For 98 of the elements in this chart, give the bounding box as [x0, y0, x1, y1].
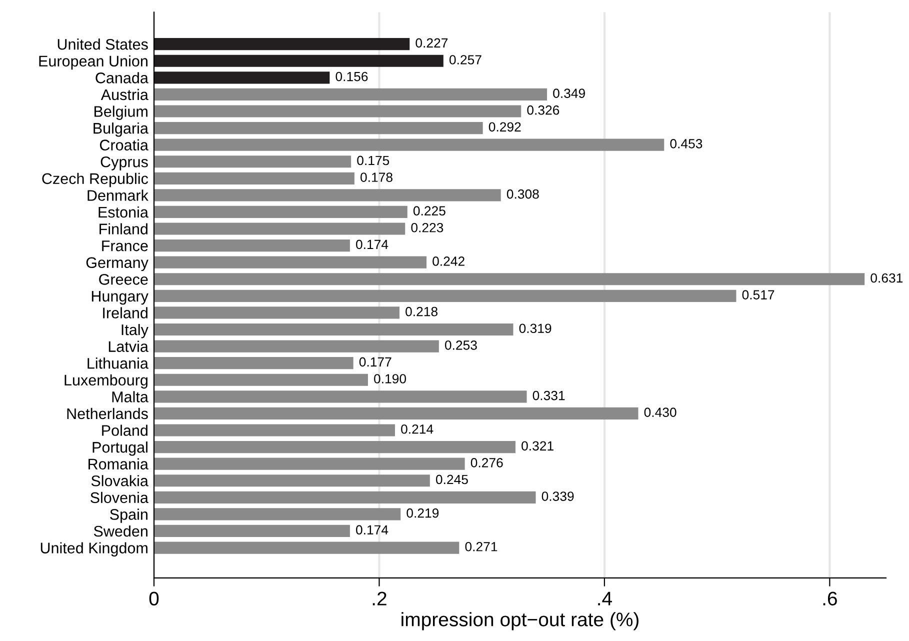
data-label: 0.308 [506, 189, 539, 199]
y-tick-label: United States [58, 38, 148, 50]
x-axis-title: impression opt−out rate (%) [402, 612, 638, 630]
y-tick-label: Luxembourg [64, 374, 148, 389]
data-label: 0.174 [356, 525, 388, 535]
y-tick-label: Bulgaria [94, 122, 148, 137]
data-label: 0.214 [401, 424, 434, 434]
bar [154, 206, 408, 218]
bar [154, 458, 465, 470]
y-tick-label: Netherlands [67, 408, 148, 420]
data-label: 0.175 [357, 156, 390, 166]
y-tick-label: Latvia [108, 340, 148, 352]
x-tick-label: 0 [149, 592, 159, 606]
y-tick-label: Italy [122, 324, 148, 338]
y-tick-label: Finland [100, 223, 148, 234]
bar [154, 491, 536, 504]
bar [154, 424, 395, 436]
bar [154, 105, 522, 118]
bar [154, 88, 548, 100]
bar [154, 273, 865, 286]
bar [154, 72, 330, 84]
data-label: 0.292 [488, 122, 521, 132]
y-tick-label: Austria [100, 88, 148, 100]
data-label: 0.225 [413, 206, 446, 216]
bar [154, 38, 410, 50]
data-label: 0.331 [532, 390, 565, 400]
y-tick-label: Lithuania [88, 358, 148, 369]
bar [154, 474, 430, 487]
y-tick-label: France [102, 240, 148, 252]
y-tick-label: Slovenia [90, 492, 148, 504]
data-label: 0.517 [742, 290, 774, 300]
y-tick-label: Germany [86, 257, 148, 272]
y-tick-label: Canada [96, 72, 148, 84]
y-tick-label: Ireland [103, 307, 148, 318]
data-label: 0.177 [359, 357, 392, 367]
bar [154, 256, 427, 268]
y-tick-label: Sweden [94, 525, 148, 537]
y-tick-label: European Union [39, 55, 148, 70]
x-tick-label: .4 [598, 592, 612, 606]
y-tick-label: United Kingdom [40, 542, 148, 556]
x-tick-label: .6 [823, 592, 837, 606]
bar [154, 390, 527, 403]
data-label: 0.253 [444, 340, 477, 350]
bar [154, 542, 460, 554]
y-tick-label: Slovakia [91, 475, 148, 486]
y-tick-label: Romania [88, 458, 148, 470]
data-label: 0.178 [360, 172, 392, 182]
bar [154, 189, 501, 202]
bar [154, 340, 439, 352]
data-label: 0.339 [542, 492, 574, 501]
y-tick-label: Hungary [92, 290, 148, 305]
bar [154, 524, 350, 538]
data-label: 0.190 [374, 374, 406, 384]
bar [154, 138, 664, 151]
bar [154, 508, 401, 520]
bar [154, 172, 354, 184]
data-label: 0.156 [336, 72, 368, 82]
x-tick-label: .2 [372, 592, 386, 606]
y-tick-label: Czech Republic [42, 172, 148, 188]
y-tick-label: Poland [102, 424, 148, 436]
bar [154, 156, 352, 168]
y-tick-label: Spain [110, 508, 148, 523]
data-label: 0.223 [411, 222, 444, 232]
data-label: 0.174 [356, 240, 388, 250]
bar [154, 290, 736, 302]
y-tick-label: Cyprus [100, 156, 148, 170]
y-tick-label: Belgium [94, 106, 148, 120]
data-label: 0.321 [522, 441, 554, 451]
data-label: 0.227 [416, 38, 448, 48]
data-label: 0.257 [449, 55, 482, 64]
bar [154, 122, 483, 134]
data-label: 0.276 [470, 458, 503, 468]
bar [154, 240, 350, 252]
y-tick-label: Portugal [92, 441, 148, 456]
y-tick-label: Denmark [88, 190, 148, 201]
bar [154, 54, 444, 67]
y-tick-label: Estonia [98, 206, 148, 218]
bar [154, 323, 514, 336]
data-label: 0.271 [465, 542, 498, 552]
data-label: 0.349 [553, 88, 585, 98]
y-tick-label: Greece [99, 274, 148, 285]
bar [154, 440, 516, 454]
data-label: 0.326 [527, 105, 560, 115]
data-label: 0.631 [870, 273, 903, 283]
y-tick-label: Croatia [100, 139, 148, 151]
data-label: 0.242 [432, 256, 464, 266]
bar [154, 407, 638, 420]
bar [154, 374, 368, 386]
y-tick-label: Malta [112, 391, 148, 402]
data-label: 0.219 [406, 508, 439, 518]
data-label: 0.453 [670, 139, 702, 148]
bar [154, 306, 400, 319]
bar [154, 357, 354, 370]
data-label: 0.430 [644, 408, 676, 417]
bar [154, 222, 406, 235]
data-label: 0.319 [519, 324, 552, 334]
data-label: 0.245 [436, 474, 468, 484]
data-label: 0.218 [406, 306, 438, 316]
